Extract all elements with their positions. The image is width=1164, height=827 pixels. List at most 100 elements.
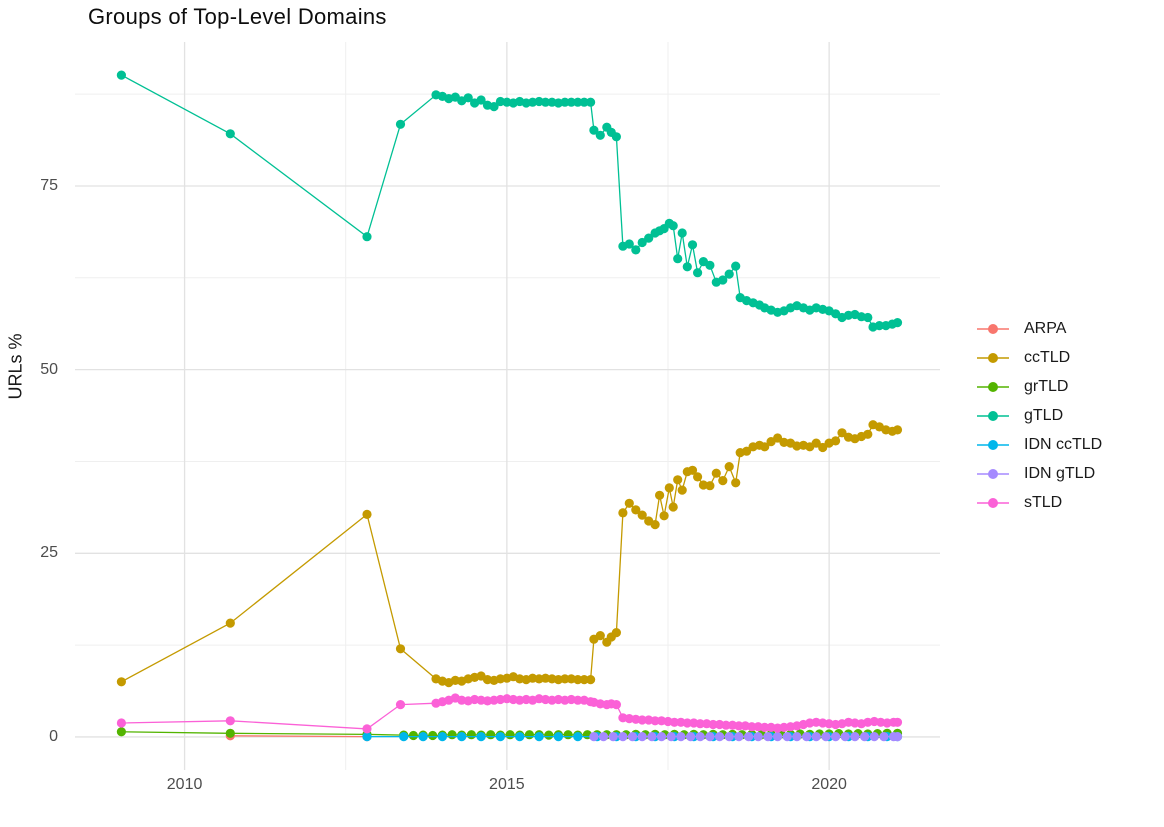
- data-point-grtld: [225, 728, 235, 738]
- legend-item-cctld: ccTLD: [976, 349, 1102, 366]
- data-point-cctld: [631, 505, 641, 515]
- legend-key-icon: [977, 468, 1009, 479]
- data-point-idn-cctld: [437, 732, 447, 742]
- chart-title: Groups of Top-Level Domains: [88, 4, 387, 29]
- data-point-grtld: [486, 730, 496, 740]
- data-point-gtld: [644, 233, 654, 243]
- legend-item-grtld: grTLD: [976, 378, 1102, 395]
- data-point-idn-gtld: [782, 732, 792, 742]
- legend-key-dot: [988, 323, 998, 334]
- data-point-cctld: [560, 674, 570, 684]
- data-point-idn-gtld: [676, 732, 686, 742]
- data-point-idn-gtld: [850, 732, 860, 742]
- data-point-gtld: [874, 321, 885, 331]
- data-point-cctld: [711, 468, 721, 478]
- data-point-idn-gtld: [802, 732, 812, 742]
- legend-key-icon: [977, 497, 1009, 508]
- data-point-cctld: [595, 631, 605, 641]
- data-point-gtld: [566, 97, 576, 107]
- data-point-idn-gtld: [763, 732, 773, 742]
- data-point-gtld: [673, 254, 683, 264]
- data-point-stld: [695, 719, 705, 729]
- legend-item-gtld: gTLD: [976, 407, 1102, 424]
- legend-key-dot: [988, 439, 998, 450]
- data-point-grtld: [524, 730, 535, 740]
- data-point-idn-cctld: [418, 732, 428, 742]
- data-point-stld: [892, 717, 903, 727]
- data-point-idn-cctld: [399, 732, 409, 742]
- data-point-idn-gtld: [705, 732, 715, 742]
- legend-item-arpa: ARPA: [976, 320, 1102, 337]
- data-point-idn-cctld: [476, 732, 486, 742]
- data-point-idn-gtld: [724, 732, 734, 742]
- data-point-gtld: [677, 228, 687, 238]
- data-point-idn-gtld: [753, 732, 763, 742]
- legend-item-idn-cctld: IDN ccTLD: [976, 436, 1102, 453]
- data-point-gtld: [560, 97, 570, 107]
- data-point-cctld: [611, 628, 622, 638]
- legend-item-stld: sTLD: [976, 494, 1102, 511]
- data-point-cctld: [687, 465, 698, 475]
- data-point-idn-gtld: [627, 732, 638, 742]
- data-point-idn-gtld: [734, 732, 744, 742]
- legend-key-icon: [977, 381, 1009, 392]
- data-point-gtld: [476, 95, 486, 105]
- data-point-stld: [362, 724, 372, 734]
- x-tick-label: 2010: [166, 776, 203, 793]
- data-point-cctld: [773, 433, 783, 443]
- data-point-gtld: [668, 221, 678, 231]
- data-point-idn-gtld: [715, 732, 725, 742]
- data-point-gtld: [693, 268, 703, 278]
- data-point-idn-gtld: [744, 732, 754, 742]
- data-point-grtld: [544, 730, 554, 740]
- data-point-grtld: [428, 730, 438, 741]
- legend-key-dot: [988, 468, 998, 479]
- series-stld: [116, 693, 903, 734]
- data-point-idn-cctld: [534, 732, 544, 742]
- data-point-gtld: [624, 239, 634, 249]
- legend-key-icon: [977, 323, 1009, 334]
- legend-item-idn-gtld: IDN gTLD: [976, 465, 1102, 482]
- data-point-stld: [395, 700, 406, 710]
- data-point-cctld: [664, 483, 674, 493]
- data-point-cctld: [362, 509, 372, 519]
- data-point-gtld: [589, 125, 599, 135]
- legend-key-icon: [977, 410, 1009, 421]
- data-point-gtld: [595, 130, 605, 140]
- data-point-idn-gtld: [879, 732, 889, 742]
- data-point-grtld: [447, 730, 457, 740]
- data-point-gtld: [863, 312, 873, 323]
- data-point-gtld: [718, 275, 728, 285]
- data-point-cctld: [760, 442, 770, 452]
- legend: ARPA ccTLD grTLD gTLD IDN ccTLD IDN gTLD sTLD: [976, 320, 1102, 511]
- data-point-cctld: [818, 442, 828, 453]
- data-point-cctld: [837, 428, 847, 438]
- legend-key-dot: [988, 352, 998, 363]
- series-idn-gtld: [589, 732, 903, 742]
- legend-key-dot: [988, 410, 998, 421]
- data-point-idn-gtld: [686, 732, 696, 742]
- data-point-stld: [225, 716, 235, 726]
- data-point-idn-gtld: [831, 732, 841, 742]
- data-point-idn-gtld: [589, 732, 599, 742]
- data-point-cctld: [811, 438, 821, 448]
- data-point-gtld: [395, 119, 406, 129]
- legend-label: ccTLD: [1024, 348, 1071, 366]
- data-point-idn-gtld: [695, 732, 705, 742]
- data-point-grtld: [563, 730, 573, 740]
- data-point-idn-gtld: [892, 732, 903, 742]
- data-point-cctld: [624, 498, 634, 508]
- data-point-cctld: [668, 502, 678, 512]
- data-point-idn-gtld: [840, 732, 850, 742]
- data-point-idn-gtld: [598, 732, 609, 742]
- series-arpa-line: [230, 735, 368, 738]
- data-point-gtld: [705, 260, 715, 270]
- data-point-gtld: [540, 97, 551, 107]
- data-point-cctld: [659, 511, 669, 521]
- data-point-gtld: [682, 262, 692, 272]
- data-point-cctld: [579, 675, 589, 685]
- data-point-gtld: [463, 93, 473, 103]
- data-point-stld: [734, 721, 744, 731]
- series-gtld-line: [121, 74, 898, 328]
